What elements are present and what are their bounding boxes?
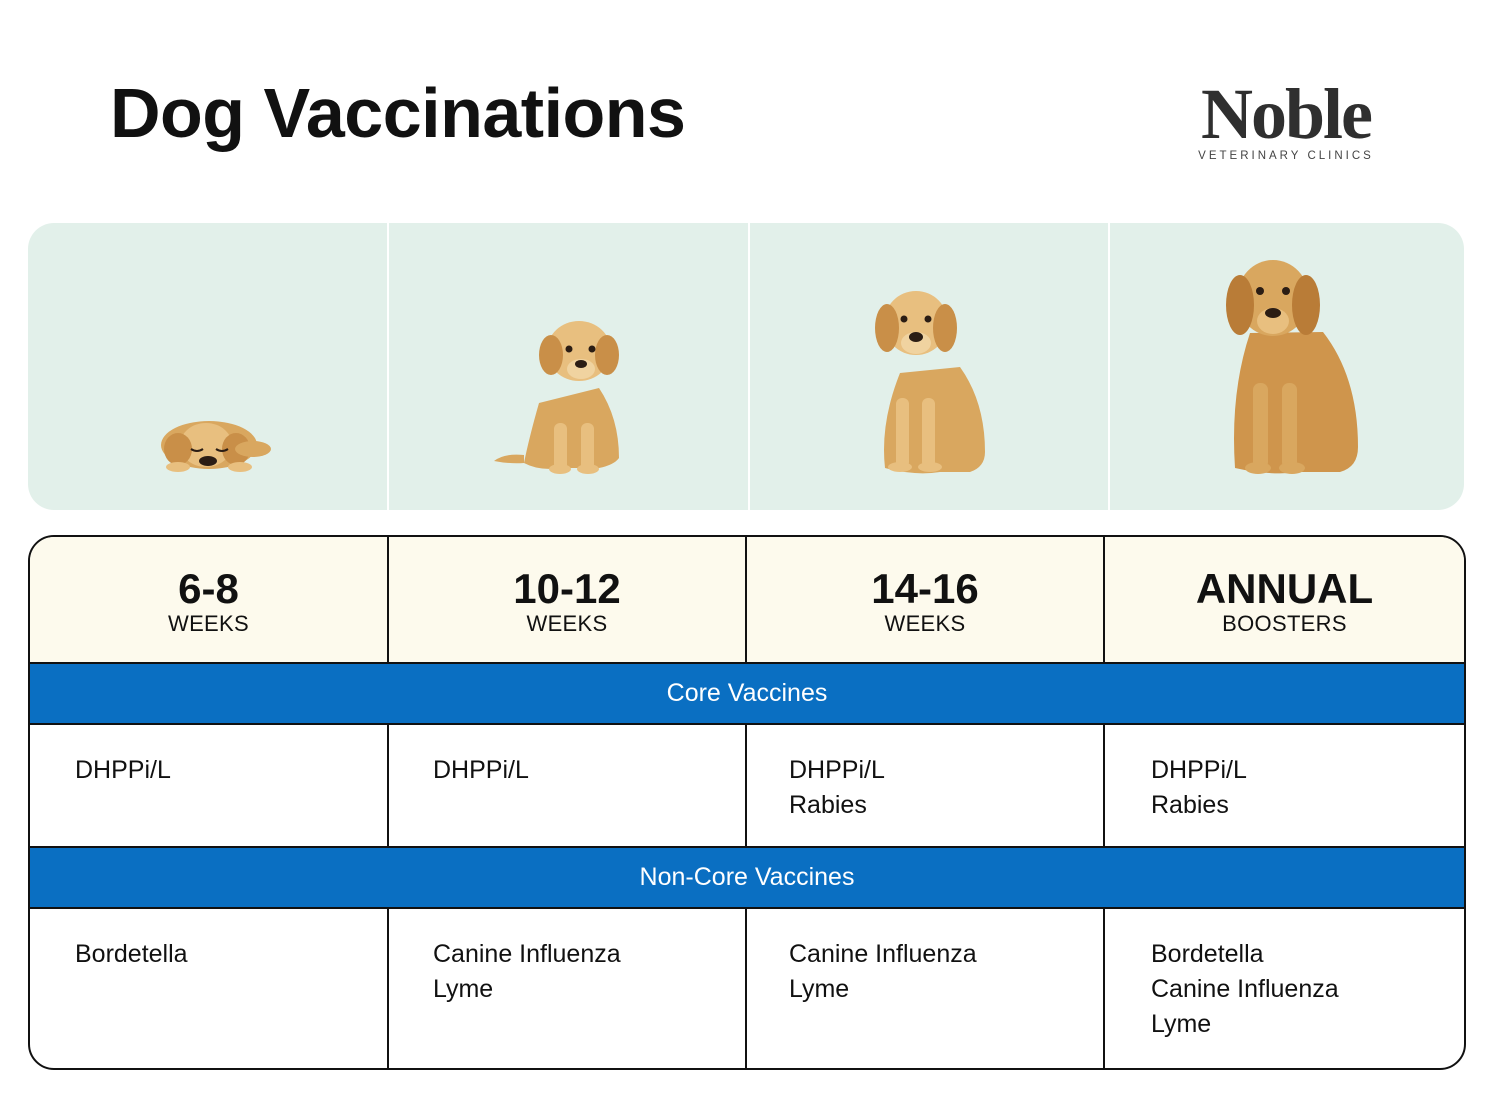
- core-cell-10-12-weeks: DHPPi/L: [389, 725, 747, 846]
- photo-cell-2: [389, 223, 750, 510]
- age-header-row: 6-8 WEEKS 10-12 WEEKS 14-16 WEEKS ANNUAL…: [30, 537, 1464, 664]
- dog-growth-photo-band: [28, 223, 1464, 510]
- page-title: Dog Vaccinations: [110, 74, 686, 152]
- column-header-unit: WEEKS: [884, 611, 966, 636]
- vaccine-item: Lyme: [1151, 1010, 1212, 1038]
- non-core-cell-14-16-weeks: Canine Influenza Lyme: [747, 909, 1105, 1068]
- vaccine-item: Canine Influenza: [1151, 975, 1339, 1003]
- core-cell-14-16-weeks: DHPPi/L Rabies: [747, 725, 1105, 846]
- column-header-age: 6-8: [178, 565, 239, 612]
- core-vaccines-row: DHPPi/L DHPPi/L DHPPi/L Rabies DHPPi/L R…: [30, 725, 1464, 848]
- logo-wordmark: Noble: [1201, 74, 1373, 154]
- column-header-6-8-weeks: 6-8 WEEKS: [30, 537, 389, 662]
- non-core-vaccines-section-bar: Non-Core Vaccines: [30, 848, 1464, 909]
- non-core-vaccines-row: Bordetella Canine Influenza Lyme Canine …: [30, 909, 1464, 1068]
- column-header-annual: ANNUAL BOOSTERS: [1105, 537, 1464, 662]
- vaccine-item: DHPPi/L: [789, 756, 885, 784]
- non-core-cell-6-8-weeks: Bordetella: [30, 909, 389, 1068]
- logo-subtitle: VETERINARY CLINICS: [1198, 150, 1374, 162]
- vaccine-item: Lyme: [433, 975, 494, 1003]
- adult-dog-icon: [1226, 260, 1358, 474]
- vaccine-item: DHPPi/L: [1151, 756, 1247, 784]
- young-puppy-icon: [494, 321, 619, 474]
- juvenile-dog-icon: [875, 291, 985, 474]
- sleeping-puppy-icon: [161, 421, 271, 472]
- photo-cell-3: [750, 223, 1110, 510]
- photo-cell-4: [1110, 223, 1464, 510]
- vaccine-item: Bordetella: [75, 940, 188, 968]
- brand-logo: Noble VETERINARY CLINICS: [1195, 78, 1377, 162]
- column-header-age: 14-16: [871, 565, 979, 612]
- non-core-cell-annual: Bordetella Canine Influenza Lyme: [1105, 909, 1464, 1068]
- core-cell-6-8-weeks: DHPPi/L: [30, 725, 389, 846]
- vaccination-schedule-table: 6-8 WEEKS 10-12 WEEKS 14-16 WEEKS ANNUAL…: [28, 535, 1466, 1070]
- vaccine-item: Canine Influenza: [789, 940, 977, 968]
- vaccine-item: Lyme: [789, 975, 850, 1003]
- non-core-cell-10-12-weeks: Canine Influenza Lyme: [389, 909, 747, 1068]
- column-header-age: 10-12: [513, 565, 621, 612]
- column-header-unit: WEEKS: [168, 611, 249, 636]
- core-vaccines-section-bar: Core Vaccines: [30, 664, 1464, 725]
- core-cell-annual: DHPPi/L Rabies: [1105, 725, 1464, 846]
- vaccine-item: Rabies: [1151, 791, 1229, 819]
- column-header-unit: WEEKS: [526, 611, 608, 636]
- vaccine-item: DHPPi/L: [433, 756, 529, 784]
- column-header-unit: BOOSTERS: [1222, 611, 1347, 636]
- column-header-10-12-weeks: 10-12 WEEKS: [389, 537, 747, 662]
- column-header-age: ANNUAL: [1195, 565, 1374, 612]
- vaccine-item: DHPPi/L: [75, 756, 171, 784]
- column-header-14-16-weeks: 14-16 WEEKS: [747, 537, 1105, 662]
- photo-cell-1: [28, 223, 389, 510]
- vaccine-item: Rabies: [789, 791, 867, 819]
- vaccine-item: Bordetella: [1151, 940, 1264, 968]
- vaccine-item: Canine Influenza: [433, 940, 621, 968]
